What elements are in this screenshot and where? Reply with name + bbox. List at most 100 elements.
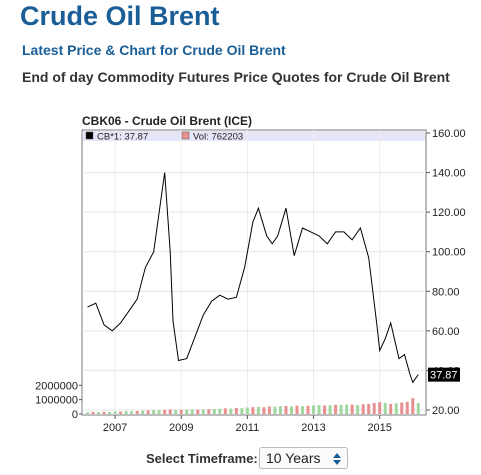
volume-bar [196, 409, 200, 414]
legend-swatch [181, 131, 190, 140]
volume-bar [113, 411, 117, 414]
timeframe-select[interactable]: 10 Years [259, 447, 348, 469]
legend: CB*1: 37.87 Vol: 762203 [85, 131, 243, 143]
timeframe-label: Select Timeframe: [146, 451, 258, 466]
volume-bar [207, 409, 211, 414]
volume-bar [201, 409, 205, 414]
legend-band [83, 131, 425, 141]
last-value-box [428, 367, 460, 382]
volume-bar [356, 405, 360, 414]
volume-bar [168, 409, 172, 414]
subtitle: Latest Price & Chart for Crude Oil Brent [22, 42, 286, 58]
volume-bar [405, 401, 409, 414]
volume-bar [295, 405, 299, 414]
volume-bar [328, 405, 332, 414]
volume-bar [345, 404, 349, 414]
x-tick-label: 2015 [367, 422, 391, 434]
volume-bar [152, 410, 156, 414]
chart-title: CBK06 - Crude Oil Brent (ICE) [82, 114, 252, 128]
volume-bar [218, 408, 222, 414]
plot-area [81, 129, 427, 416]
volume-bar [157, 410, 161, 414]
volume-bar [190, 409, 194, 414]
volume-bar [400, 402, 404, 414]
volume-bar [86, 412, 90, 414]
y-tick-label: 100.00 [432, 247, 466, 259]
legend-swatch [85, 131, 94, 140]
price-chart: CBK06 - Crude Oil Brent (ICE) CB*1: 37.8… [0, 110, 481, 445]
volume-bar [394, 403, 398, 414]
volume-bar [301, 406, 305, 414]
volume-bar [262, 407, 266, 414]
volume-bar [124, 411, 128, 414]
price-line [87, 172, 419, 384]
timeframe-value: 10 Years [266, 450, 321, 466]
volume-bar [108, 411, 112, 414]
volume-bar [130, 411, 134, 414]
legend-label: CB*1: 37.87 [97, 132, 148, 143]
y-tick-label: 20.00 [432, 405, 460, 417]
volume-bar [416, 403, 420, 414]
volume-bar [146, 410, 150, 414]
volume-bar [141, 410, 145, 414]
volume-bar [212, 408, 216, 414]
volume-tick-label: 0 [72, 409, 78, 421]
volume-bar [378, 402, 382, 414]
volume-bar [174, 409, 178, 414]
volume-tick-label: 1000000 [35, 395, 78, 407]
price-chart-svg: CBK06 - Crude Oil Brent (ICE) CB*1: 37.8… [35, 114, 466, 434]
volume-bar [91, 411, 95, 414]
page-title: Crude Oil Brent [20, 1, 220, 31]
volume-bar [163, 409, 167, 414]
volume-bar [334, 404, 338, 414]
volume-bar [135, 410, 139, 414]
x-axis: 2007 2009 2011 2013 2015 [103, 415, 392, 434]
volume-bar [389, 403, 393, 414]
volume-bar [179, 409, 183, 414]
timeframe-bar: Select Timeframe: 10 Years [0, 447, 481, 471]
volume-bar [350, 404, 354, 414]
volume-bar [223, 408, 227, 414]
volume-bar [229, 408, 233, 414]
y-axis-left: 2000000 1000000 0 [35, 380, 82, 421]
x-tick-label: 2011 [236, 422, 260, 434]
x-tick-label: 2007 [103, 422, 127, 434]
volume-bar [245, 407, 249, 414]
volume-bar [97, 412, 101, 414]
y-tick-label: 140.00 [432, 168, 466, 180]
volume-bar [323, 405, 327, 414]
volume-bar [119, 411, 123, 414]
y-tick-label: 60.00 [432, 326, 460, 338]
volume-bar [339, 404, 343, 414]
volume-bar [102, 411, 106, 414]
y-tick-label: 160.00 [432, 128, 466, 140]
volume-bars [86, 398, 420, 414]
volume-bar [289, 406, 293, 414]
volume-bar [317, 405, 321, 414]
last-value-label: 37.87 [430, 370, 458, 382]
description: End of day Commodity Futures Price Quote… [22, 69, 450, 85]
volume-bar [284, 405, 288, 414]
volume-bar [240, 408, 244, 414]
volume-tick-label: 2000000 [35, 380, 78, 392]
volume-bar [372, 403, 376, 414]
x-tick-label: 2009 [169, 422, 193, 434]
volume-bar [278, 406, 282, 414]
volume-bar [312, 405, 316, 414]
volume-bar [306, 405, 310, 414]
volume-bar [267, 406, 271, 414]
volume-bar [273, 406, 277, 414]
volume-bar [383, 402, 387, 414]
last-value-marker: 37.87 [428, 367, 460, 382]
volume-bar [256, 406, 260, 414]
volume-bar [361, 404, 365, 414]
volume-bar [411, 398, 415, 414]
y-tick-label: 80.00 [432, 286, 460, 298]
volume-bar [234, 407, 238, 414]
volume-bar [185, 409, 189, 414]
legend-label: Vol: 762203 [193, 132, 243, 143]
x-tick-label: 2013 [301, 422, 325, 434]
y-tick-label: 120.00 [432, 207, 466, 219]
updown-arrows-icon [333, 453, 341, 465]
volume-bar [367, 403, 371, 414]
